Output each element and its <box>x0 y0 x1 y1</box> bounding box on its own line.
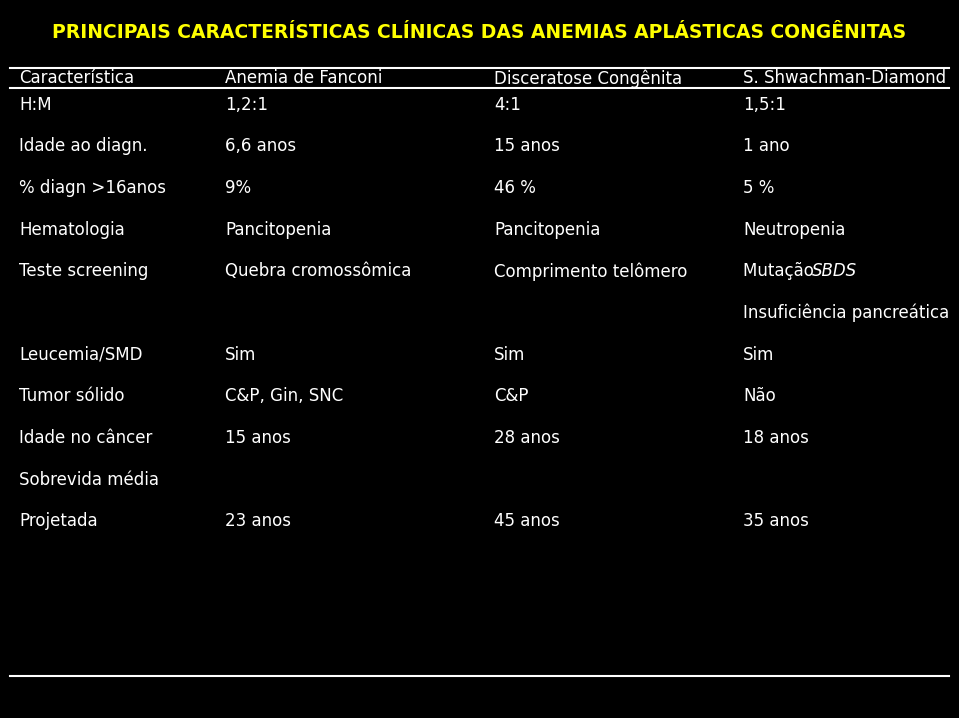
Text: Teste screening: Teste screening <box>19 262 149 281</box>
Text: C&P, Gin, SNC: C&P, Gin, SNC <box>225 387 343 406</box>
Text: Característica: Característica <box>19 69 134 88</box>
Text: 18 anos: 18 anos <box>743 429 809 447</box>
Text: Leucemia/SMD: Leucemia/SMD <box>19 345 143 364</box>
Text: PRINCIPAIS CARACTERÍSTICAS CLÍNICAS DAS ANEMIAS APLÁSTICAS CONGÊNITAS: PRINCIPAIS CARACTERÍSTICAS CLÍNICAS DAS … <box>53 23 906 42</box>
Text: 1 ano: 1 ano <box>743 137 790 156</box>
Text: 1,5:1: 1,5:1 <box>743 95 786 114</box>
Text: Disceratose Congênita: Disceratose Congênita <box>494 69 682 88</box>
Text: 9%: 9% <box>225 179 251 197</box>
Text: Comprimento telômero: Comprimento telômero <box>494 262 688 281</box>
Text: C&P: C&P <box>494 387 528 406</box>
Text: 23 anos: 23 anos <box>225 512 292 531</box>
Text: Sim: Sim <box>494 345 526 364</box>
Text: Mutação: Mutação <box>743 262 819 281</box>
Text: Insuficiência pancreática: Insuficiência pancreática <box>743 304 949 322</box>
Text: Sim: Sim <box>225 345 257 364</box>
Text: Idade no câncer: Idade no câncer <box>19 429 152 447</box>
Text: 46 %: 46 % <box>494 179 536 197</box>
Text: Sobrevida média: Sobrevida média <box>19 470 159 489</box>
Text: Tumor sólido: Tumor sólido <box>19 387 125 406</box>
Text: 6,6 anos: 6,6 anos <box>225 137 296 156</box>
Text: % diagn >16anos: % diagn >16anos <box>19 179 166 197</box>
Text: 35 anos: 35 anos <box>743 512 809 531</box>
Text: SBDS: SBDS <box>812 262 857 281</box>
Text: 15 anos: 15 anos <box>494 137 560 156</box>
Text: Neutropenia: Neutropenia <box>743 220 846 239</box>
Text: Pancitopenia: Pancitopenia <box>225 220 332 239</box>
Text: 15 anos: 15 anos <box>225 429 292 447</box>
Text: 1,2:1: 1,2:1 <box>225 95 269 114</box>
Text: Idade ao diagn.: Idade ao diagn. <box>19 137 148 156</box>
Text: Hematologia: Hematologia <box>19 220 125 239</box>
Text: Projetada: Projetada <box>19 512 98 531</box>
Text: Anemia de Fanconi: Anemia de Fanconi <box>225 69 383 88</box>
Text: 28 anos: 28 anos <box>494 429 560 447</box>
Text: S. Shwachman-Diamond: S. Shwachman-Diamond <box>743 69 947 88</box>
Text: Não: Não <box>743 387 776 406</box>
Text: Sim: Sim <box>743 345 775 364</box>
Text: Quebra cromossômica: Quebra cromossômica <box>225 262 411 281</box>
Text: H:M: H:M <box>19 95 52 114</box>
Text: 5 %: 5 % <box>743 179 775 197</box>
Text: 45 anos: 45 anos <box>494 512 560 531</box>
Text: Pancitopenia: Pancitopenia <box>494 220 600 239</box>
Text: 4:1: 4:1 <box>494 95 521 114</box>
